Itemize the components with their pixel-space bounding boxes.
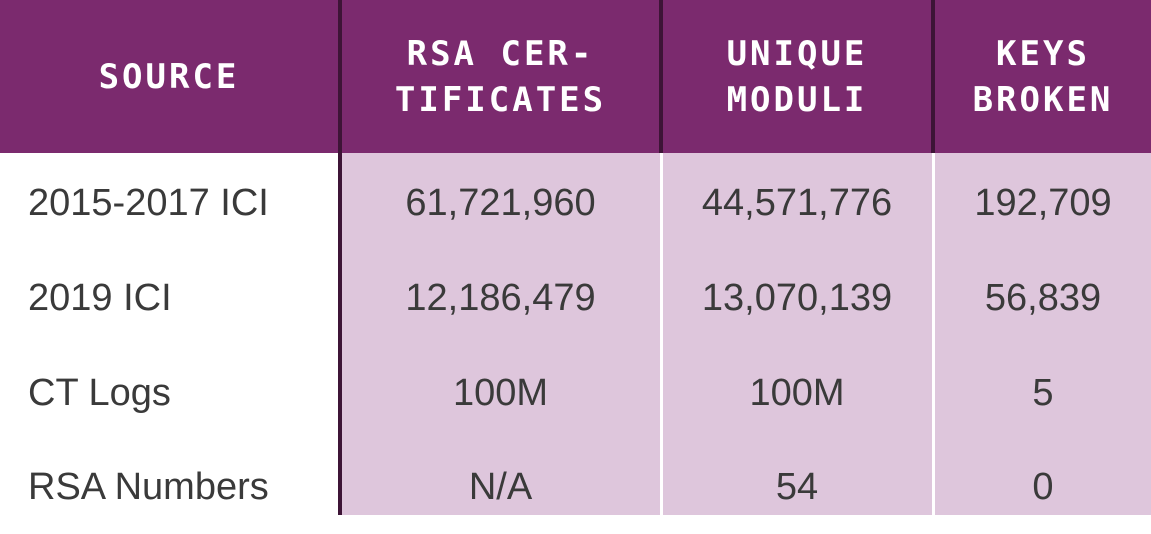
rsa-certificates-cell: 12,186,479 — [405, 276, 596, 319]
column-divider — [660, 153, 663, 515]
unique-moduli-cell: 54 — [775, 465, 819, 508]
keys-broken-cell: 0 — [1032, 465, 1054, 508]
rsa-certificates-cell: 61,721,960 — [405, 181, 596, 224]
header-unique-moduli: UNIQUE MODULI — [726, 33, 868, 120]
column-divider — [659, 0, 663, 153]
rsa-keys-table: SOURCE RSA CER- TIFICATES UNIQUE MODULI … — [0, 0, 1151, 515]
data-columns-background — [342, 153, 1151, 515]
unique-moduli-cell: 44,571,776 — [701, 181, 893, 224]
row-source-cell: 2015-2017 ICI — [28, 181, 269, 224]
unique-moduli-cell: 100M — [749, 371, 845, 414]
header-source: SOURCE — [98, 56, 240, 97]
unique-moduli-cell: 13,070,139 — [701, 276, 893, 319]
keys-broken-cell: 192,709 — [974, 181, 1112, 224]
rsa-certificates-cell: N/A — [468, 465, 533, 508]
column-divider — [338, 0, 342, 515]
column-divider — [932, 153, 935, 515]
table-header-row — [0, 0, 1151, 153]
header-rsa-certificates: RSA CER- TIFICATES — [394, 33, 607, 120]
keys-broken-cell: 5 — [1032, 371, 1054, 414]
row-source-cell: RSA Numbers — [28, 465, 269, 508]
row-source-cell: CT Logs — [28, 371, 171, 414]
source-column-background — [0, 153, 338, 515]
rsa-certificates-cell: 100M — [452, 371, 549, 414]
keys-broken-cell: 56,839 — [984, 276, 1102, 319]
column-divider — [931, 0, 935, 153]
header-keys-broken: KEYS BROKEN — [972, 33, 1114, 120]
row-source-cell: 2019 ICI — [28, 276, 172, 319]
